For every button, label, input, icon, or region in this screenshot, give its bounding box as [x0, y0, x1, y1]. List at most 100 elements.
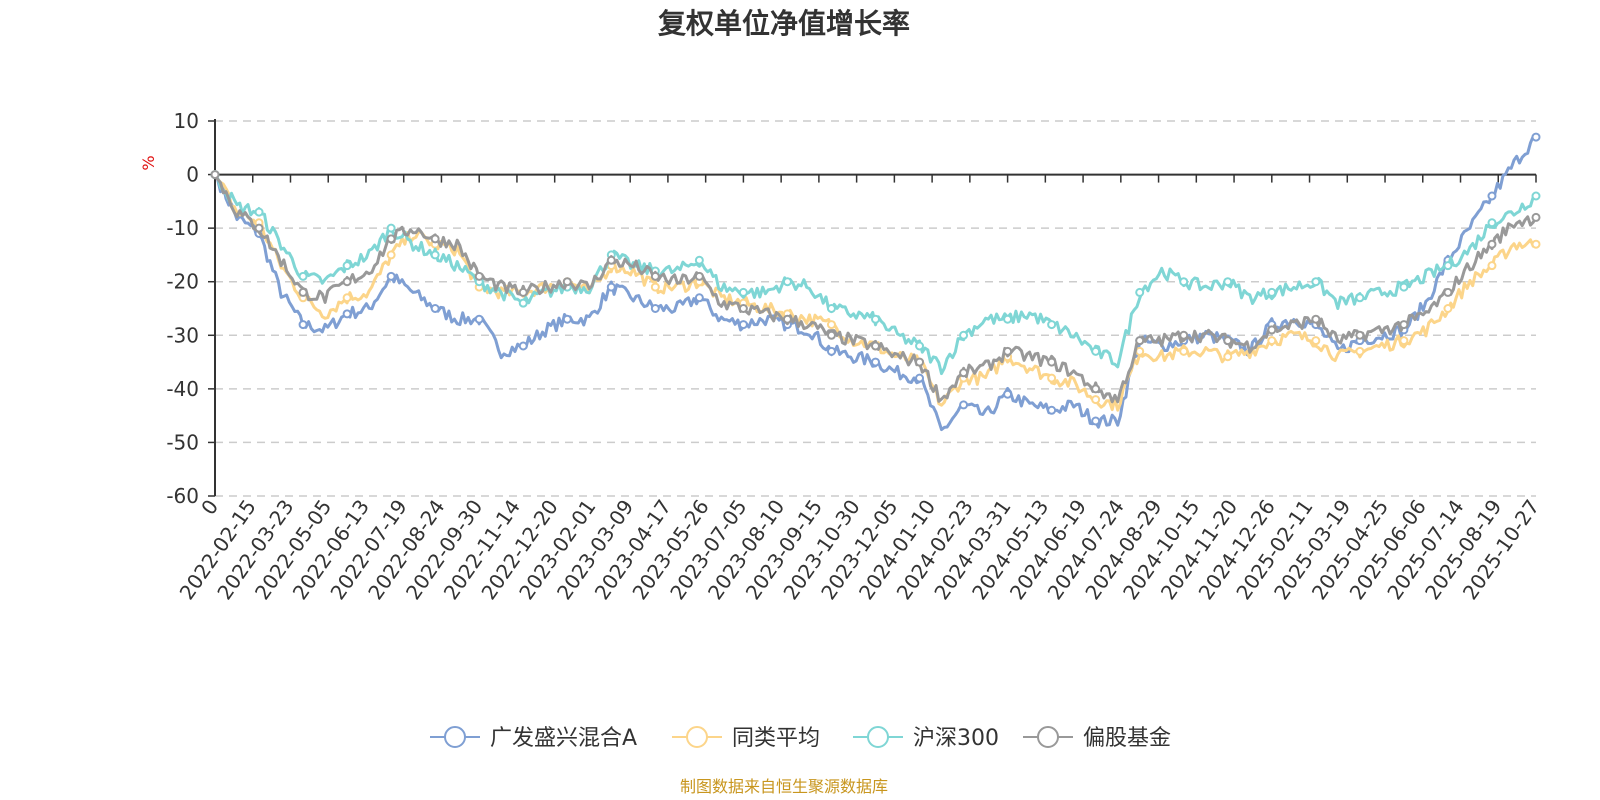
data-point [959, 368, 969, 378]
data-point [1355, 293, 1365, 303]
legend-label: 偏股基金 [1083, 726, 1171, 751]
data-point [562, 277, 572, 287]
data-point [1531, 191, 1541, 201]
series-line-3 [213, 173, 1538, 404]
data-point [1135, 336, 1145, 346]
legend-marker-icon [686, 726, 708, 748]
data-point [562, 314, 572, 324]
data-point [386, 234, 396, 244]
data-point [826, 304, 836, 313]
data-point [915, 357, 925, 367]
data-point [1399, 320, 1409, 330]
data-point [298, 287, 308, 297]
data-point [518, 287, 528, 297]
data-point [254, 223, 264, 233]
series-lines [210, 132, 1541, 432]
data-point [1223, 352, 1233, 362]
data-point [871, 314, 880, 324]
legend-item-2[interactable]: 沪深300 [853, 726, 999, 751]
y-tick-label: 10 [174, 109, 199, 133]
data-point [694, 271, 704, 281]
grid [215, 120, 1536, 497]
data-point [386, 250, 396, 260]
x-tick-label: 0 [196, 495, 223, 519]
data-point [1443, 304, 1453, 313]
data-point [915, 341, 925, 351]
data-point [1179, 346, 1189, 356]
data-point [254, 207, 264, 217]
data-point [1047, 373, 1057, 383]
data-point [738, 320, 748, 330]
data-point [1531, 212, 1541, 222]
data-point [430, 234, 440, 244]
data-point [518, 298, 528, 308]
y-tick-label: -30 [166, 323, 199, 347]
data-point [342, 277, 352, 287]
data-point [342, 293, 352, 303]
data-point [1267, 287, 1277, 297]
data-point [694, 255, 704, 265]
data-point [606, 282, 616, 292]
legend-label: 广发盛兴混合A [490, 726, 637, 751]
y-tick-label: -10 [166, 216, 199, 240]
data-point [1443, 261, 1453, 271]
data-point [606, 255, 616, 265]
data-point [650, 304, 660, 313]
data-point [1047, 320, 1057, 330]
data-point [474, 314, 484, 324]
legend-marker-icon [1037, 726, 1059, 748]
series-line-0 [213, 134, 1537, 432]
data-point [1531, 132, 1541, 142]
legend-marker-icon [444, 726, 466, 748]
data-point [1531, 239, 1541, 249]
y-tick-label: -40 [166, 377, 199, 401]
data-source-note: 制图数据来自恒生聚源数据库 [680, 777, 888, 796]
data-point [650, 282, 660, 292]
data-point [1487, 261, 1497, 271]
y-tick-label: -50 [166, 430, 199, 454]
data-point [1003, 389, 1013, 399]
data-point [298, 271, 308, 281]
data-point [871, 341, 880, 351]
data-point [342, 261, 352, 271]
data-point [1487, 239, 1497, 249]
legend[interactable]: 广发盛兴混合A 同类平均 沪深300 偏股基金 [430, 726, 1171, 751]
data-point [1487, 218, 1497, 228]
data-point [959, 400, 969, 410]
data-point [1223, 277, 1233, 287]
y-tick-label: 0 [186, 163, 199, 187]
data-point [298, 320, 308, 330]
data-point [782, 277, 792, 287]
data-point [738, 287, 748, 297]
data-point [1223, 336, 1233, 346]
data-point [826, 320, 836, 330]
legend-label: 沪深300 [913, 726, 999, 751]
data-point [871, 357, 880, 367]
data-point [782, 314, 792, 324]
data-point [1311, 277, 1321, 287]
data-point [650, 271, 660, 281]
data-point [1047, 405, 1057, 415]
data-point [386, 271, 396, 281]
data-point [1179, 330, 1189, 340]
data-point [1443, 287, 1453, 297]
legend-item-0[interactable]: 广发盛兴混合A [430, 726, 637, 751]
data-point [826, 330, 836, 340]
data-point [1267, 325, 1277, 335]
data-point [738, 304, 748, 313]
data-point [1355, 346, 1365, 356]
legend-item-1[interactable]: 同类平均 [672, 726, 820, 751]
data-point [1003, 314, 1013, 324]
data-point [1003, 346, 1013, 356]
data-point [826, 346, 836, 356]
data-point [1135, 287, 1145, 297]
data-point [474, 271, 484, 281]
chart-title: 复权单位净值增长率 [658, 7, 910, 40]
data-point [915, 373, 925, 383]
data-point [1487, 191, 1497, 201]
data-point [430, 304, 440, 313]
data-point [1399, 282, 1409, 292]
data-point [518, 341, 528, 351]
legend-item-3[interactable]: 偏股基金 [1023, 726, 1171, 751]
